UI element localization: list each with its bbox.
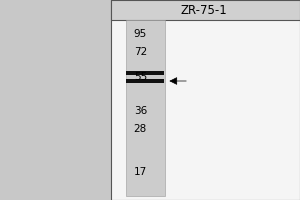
Text: 28: 28 <box>134 124 147 134</box>
Text: 55: 55 <box>134 72 147 82</box>
Text: 17: 17 <box>134 167 147 177</box>
Bar <box>111 0 300 200</box>
Text: ZR-75-1: ZR-75-1 <box>181 4 227 18</box>
Bar <box>0 0 111 200</box>
Bar <box>111 0 300 20</box>
Text: 36: 36 <box>134 106 147 116</box>
Text: 95: 95 <box>134 29 147 39</box>
Bar <box>126 20 165 196</box>
Bar <box>126 71 164 75</box>
Text: 72: 72 <box>134 47 147 57</box>
Bar <box>126 79 164 83</box>
